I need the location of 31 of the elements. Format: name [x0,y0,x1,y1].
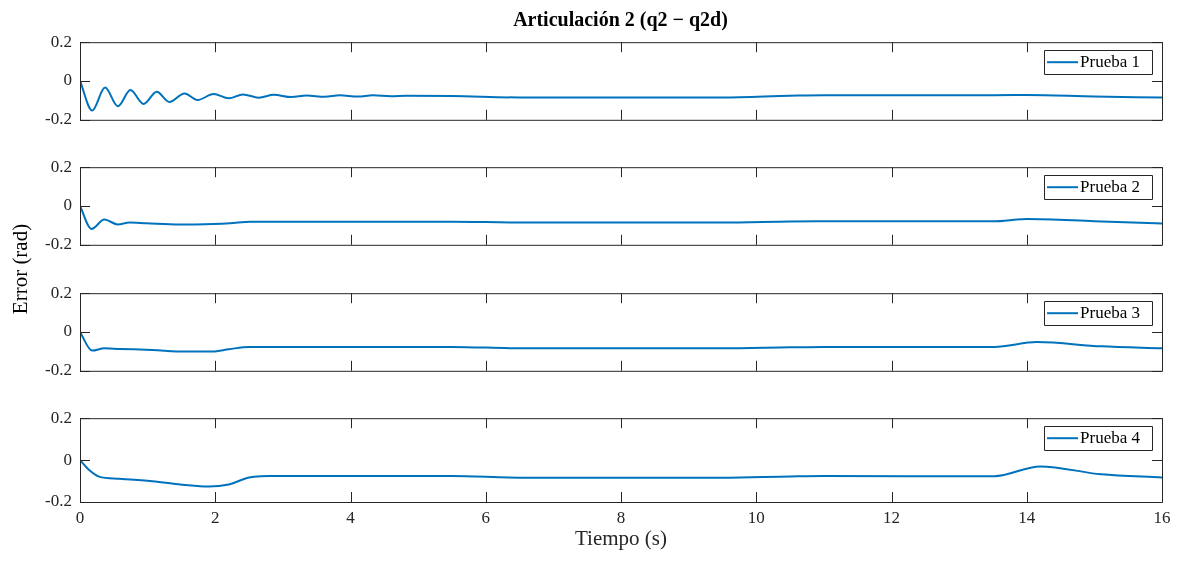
x-tick-label: 2 [211,507,220,527]
x-tick-label: 8 [616,507,626,527]
y-tick-label: -0.2 [45,234,72,254]
x-tick-label: 4 [346,507,356,527]
y-axis-title: Error (rad) [7,223,33,315]
chart-title: Articulación 2 (q2 − q2d) [512,8,729,31]
x-axis-title: Tiempo (s) [575,525,667,550]
y-tick-label: -0.2 [45,491,72,511]
y-tick-label: 0.2 [50,407,72,427]
line-series [80,205,1162,230]
line-series [80,331,1162,353]
x-tick-label: 10 [747,507,765,527]
legend-label: Prueba 3 [1080,302,1141,322]
x-tick-label: 12 [883,507,900,527]
x-tick-label: 6 [481,507,490,527]
y-tick-label: 0.2 [50,282,72,302]
y-tick-label: 0.2 [50,156,72,176]
y-tick-label: 0.2 [50,31,72,51]
y-tick-label: 0 [63,70,72,90]
y-tick-label: 0 [63,195,72,215]
y-tick-label: -0.2 [45,360,72,380]
legend-label: Prueba 4 [1080,427,1141,447]
x-tick-label: 16 [1153,507,1171,527]
y-tick-label: 0 [63,321,72,341]
y-tick-label: -0.2 [45,109,72,129]
line-series [80,459,1162,488]
y-tick-label: 0 [63,449,72,469]
legend-label: Prueba 2 [1080,176,1141,196]
line-series [80,80,1162,112]
x-tick-label: 14 [1018,507,1036,527]
legend-label: Prueba 1 [1080,51,1141,71]
